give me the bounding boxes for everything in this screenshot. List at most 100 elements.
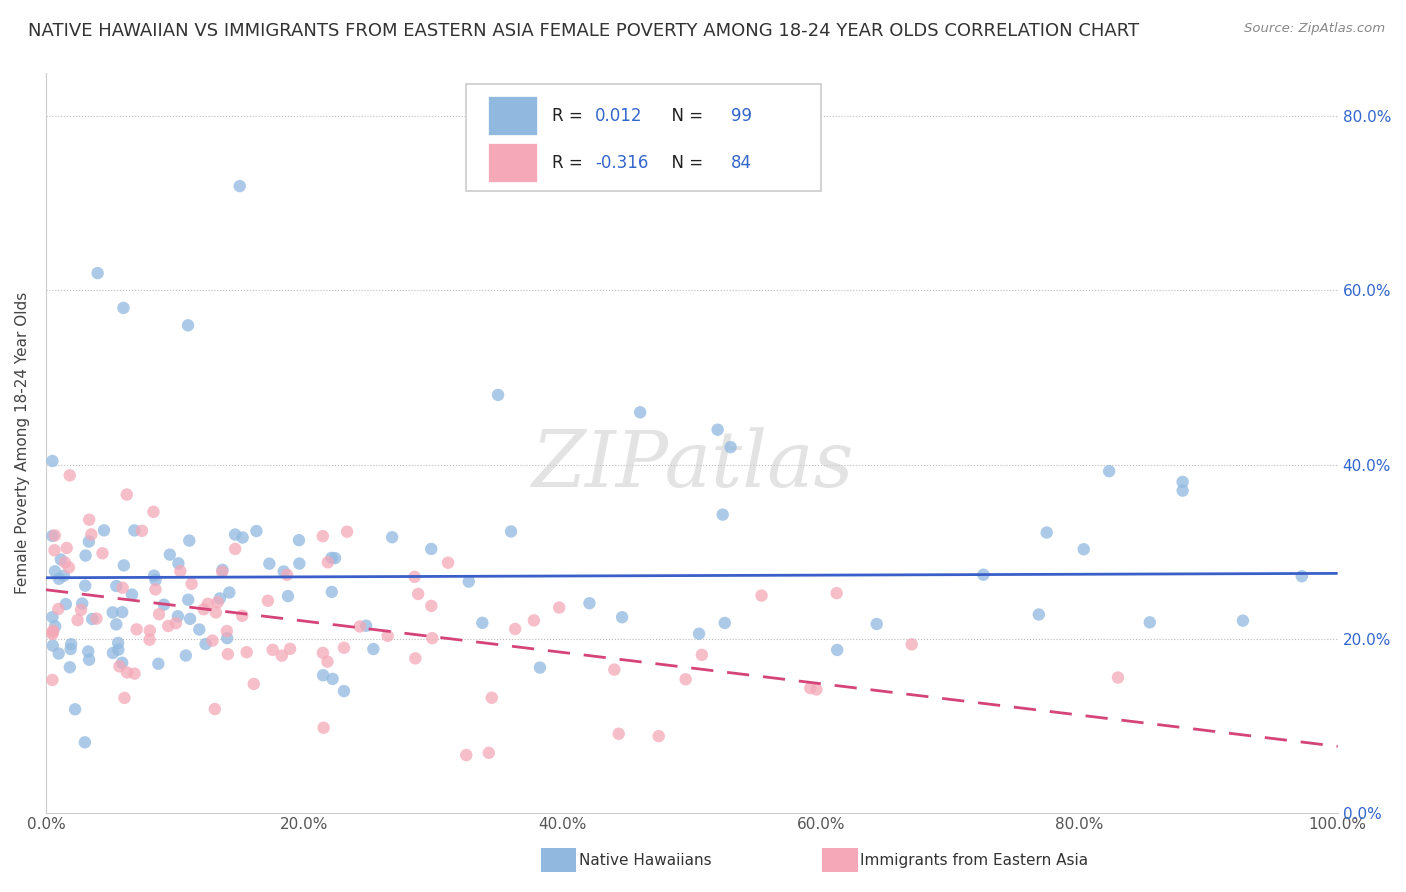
Point [53, 556, 76, 570]
Point [77, 644, 100, 658]
Point [481, 690, 503, 705]
Point [312, 721, 335, 735]
Point [193, 602, 215, 616]
Point [825, 643, 848, 657]
Point [55, 541, 77, 555]
Point [139, 624, 162, 638]
Point [972, 567, 994, 582]
Point [333, 640, 356, 655]
Point [1035, 525, 1057, 540]
Point [44, 619, 66, 633]
Point [58, 560, 80, 574]
Point [112, 558, 135, 573]
Point [169, 564, 191, 578]
Point [167, 609, 190, 624]
Point [91, 546, 114, 560]
Point [148, 657, 170, 671]
Point [751, 589, 773, 603]
Point [437, 556, 460, 570]
Point [322, 672, 344, 686]
Y-axis label: Female Poverty Among 18-24 Year Olds: Female Poverty Among 18-24 Year Olds [15, 292, 30, 594]
Point [1291, 569, 1313, 583]
Point [548, 600, 571, 615]
Point [578, 596, 600, 610]
Point [1171, 483, 1194, 498]
Point [706, 423, 728, 437]
Point [180, 577, 202, 591]
Point [478, 746, 501, 760]
Point [245, 524, 267, 538]
Point [900, 637, 922, 651]
Point [159, 548, 181, 562]
Point [228, 179, 250, 194]
Point [270, 648, 292, 663]
Point [457, 574, 479, 589]
Point [273, 565, 295, 579]
Point [157, 619, 180, 633]
Point [112, 301, 135, 315]
Text: 84: 84 [731, 153, 752, 171]
Point [145, 582, 167, 597]
Point [41, 529, 63, 543]
Text: Native Hawaiians: Native Hawaiians [579, 853, 711, 868]
Point [41, 673, 63, 687]
Point [55, 597, 77, 611]
Point [179, 612, 201, 626]
Point [63, 702, 86, 716]
Point [420, 631, 443, 645]
Point [257, 594, 280, 608]
Point [276, 568, 298, 582]
Point [208, 591, 231, 606]
Point [711, 508, 734, 522]
Point [44, 528, 66, 542]
Point [93, 524, 115, 538]
Point [218, 585, 240, 599]
Text: R =: R = [553, 153, 588, 171]
Point [232, 531, 254, 545]
Point [486, 388, 509, 402]
Point [866, 617, 889, 632]
Point [211, 565, 233, 579]
Point [59, 642, 82, 657]
Point [217, 631, 239, 645]
Point [406, 587, 429, 601]
Point [48, 647, 70, 661]
Text: -0.316: -0.316 [595, 153, 648, 171]
Point [363, 642, 385, 657]
Point [167, 557, 190, 571]
Point [131, 524, 153, 538]
Point [70, 603, 93, 617]
Point [224, 541, 246, 556]
Point [80, 527, 103, 541]
Point [41, 627, 63, 641]
Point [59, 660, 82, 674]
Point [111, 656, 134, 670]
Point [288, 533, 311, 548]
Point [153, 598, 176, 612]
Point [336, 524, 359, 539]
Point [316, 555, 339, 569]
Point [713, 615, 735, 630]
Point [456, 748, 478, 763]
Point [194, 637, 217, 651]
Point [124, 524, 146, 538]
Point [41, 454, 63, 468]
Point [105, 579, 128, 593]
Point [312, 529, 335, 543]
Point [224, 527, 246, 541]
Point [806, 682, 828, 697]
Point [204, 702, 226, 716]
Text: 0.012: 0.012 [595, 107, 643, 125]
Point [101, 606, 124, 620]
Point [114, 690, 136, 705]
Point [108, 659, 131, 673]
Point [70, 597, 93, 611]
Point [107, 636, 129, 650]
Text: 99: 99 [731, 107, 752, 125]
Point [86, 611, 108, 625]
Point [799, 681, 821, 695]
Point [77, 653, 100, 667]
Point [49, 552, 72, 566]
Point [607, 727, 630, 741]
Point [288, 557, 311, 571]
